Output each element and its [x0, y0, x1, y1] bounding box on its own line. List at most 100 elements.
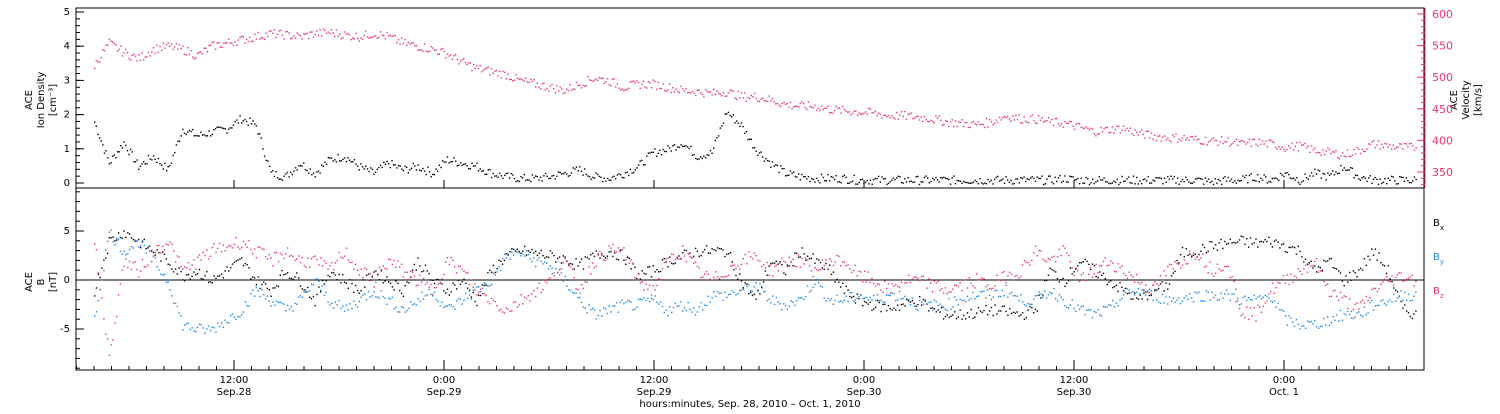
by-point: [658, 303, 660, 305]
bx-point: [696, 250, 699, 252]
density-point: [917, 175, 919, 178]
density-point: [1252, 179, 1254, 182]
bz-point: [1273, 292, 1276, 294]
bz-point: [737, 265, 739, 267]
bx-point: [388, 281, 390, 283]
by-point: [608, 305, 610, 307]
bz-point: [1253, 307, 1255, 309]
bx-point: [1319, 266, 1321, 269]
density-point: [172, 154, 174, 157]
by-point: [463, 299, 465, 301]
bz-point: [373, 286, 375, 288]
bx-point: [838, 281, 840, 283]
velocity-point: [935, 115, 937, 117]
by-point: [696, 311, 699, 313]
velocity-point: [1283, 148, 1285, 151]
bz-point: [298, 255, 300, 257]
bx-point: [386, 276, 388, 278]
by-point: [580, 301, 583, 303]
bz-point: [1021, 264, 1024, 266]
velocity-point: [922, 120, 924, 123]
bz-point: [553, 275, 555, 277]
bx-point: [1082, 261, 1084, 263]
by-point: [263, 294, 265, 296]
density-point: [123, 141, 125, 143]
bx-point: [312, 295, 315, 298]
bx-point: [1277, 241, 1279, 243]
by-point: [110, 229, 112, 231]
density-point: [840, 182, 842, 184]
velocity-point: [646, 87, 648, 89]
by-point: [360, 296, 362, 298]
bz-point: [873, 282, 875, 285]
density-point: [860, 179, 862, 181]
bx-point: [753, 293, 756, 296]
velocity-point: [1392, 144, 1394, 146]
bx-point: [1034, 308, 1037, 311]
bx-point: [454, 284, 456, 286]
by-point: [1047, 294, 1050, 296]
bx-point: [867, 303, 869, 305]
velocity-point: [469, 62, 472, 64]
velocity-point: [175, 43, 178, 45]
bx-point: [729, 252, 732, 254]
bx-point: [399, 289, 401, 292]
velocity-point: [334, 35, 336, 38]
bz-point: [378, 266, 381, 269]
by-point: [926, 303, 928, 305]
bx-point: [1130, 298, 1132, 300]
bx-point: [1244, 243, 1246, 245]
by-point: [1051, 292, 1053, 294]
bz-point: [606, 257, 609, 260]
bz-point: [663, 261, 665, 264]
bz-point: [926, 287, 928, 289]
velocity-point: [1054, 118, 1056, 120]
bx-point: [266, 287, 269, 290]
density-point: [649, 152, 651, 154]
density-point: [1325, 179, 1327, 181]
bz-point: [207, 258, 210, 260]
bz-point: [557, 272, 559, 274]
velocity-point: [1346, 149, 1349, 151]
by-point: [1246, 299, 1248, 302]
bx-point: [296, 272, 298, 274]
by-point: [264, 298, 267, 300]
bx-point: [601, 252, 603, 255]
velocity-point: [1333, 151, 1336, 153]
velocity-point: [713, 88, 715, 91]
by-point: [610, 311, 612, 313]
bx-point: [391, 286, 394, 288]
density-point: [845, 176, 847, 179]
density-point: [407, 172, 409, 174]
velocity-point: [1092, 128, 1094, 130]
by-point: [380, 290, 382, 292]
by-point: [911, 297, 914, 299]
by-point: [345, 304, 348, 306]
bz-point: [823, 264, 825, 267]
bx-point: [1113, 286, 1116, 288]
bx-point: [1301, 256, 1303, 258]
bx-point: [974, 316, 976, 318]
bx-point: [1259, 241, 1261, 243]
bz-point: [296, 258, 298, 260]
velocity-point: [392, 35, 395, 37]
bx-point: [1338, 270, 1340, 272]
by-point: [375, 296, 377, 298]
bz-point: [1018, 277, 1020, 279]
bx-point: [474, 300, 476, 303]
bx-point: [1229, 238, 1231, 240]
density-point: [276, 177, 279, 179]
density-point: [682, 145, 684, 148]
bx-point: [516, 248, 518, 250]
by-point: [1023, 304, 1026, 306]
density-point: [922, 181, 924, 183]
velocity-point: [896, 111, 898, 114]
bx-point: [472, 291, 474, 294]
by-point: [1328, 324, 1331, 326]
density-point: [819, 182, 821, 184]
by-point: [786, 308, 789, 310]
bz-point: [134, 261, 136, 263]
bx-point: [443, 290, 445, 292]
by-point: [1367, 312, 1369, 314]
bz-point: [1016, 274, 1018, 277]
